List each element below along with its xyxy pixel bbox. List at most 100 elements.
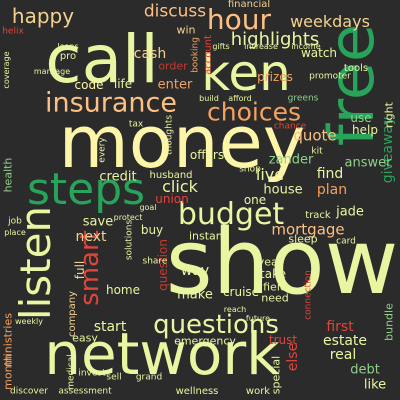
word-cruise: cruise (222, 285, 260, 299)
word-choices: choices (207, 97, 301, 127)
word-real: real (329, 347, 357, 363)
word-live: live (255, 165, 285, 184)
word-grand: grand (135, 372, 163, 383)
word-next: next (75, 229, 107, 245)
word-month: month (1, 354, 15, 390)
word-jade: jade (336, 204, 364, 220)
word-buy: buy (140, 223, 164, 237)
word-work: work (245, 386, 271, 397)
word-start: start (93, 319, 127, 335)
word-husband: husband (149, 170, 193, 181)
word-use: use (350, 111, 372, 125)
word-code: code (74, 78, 104, 92)
word-health: health (1, 157, 15, 193)
word-one: one (243, 193, 267, 207)
word-instant: instant (188, 229, 228, 243)
word-weekly: weekly (15, 317, 43, 326)
word-like: like (363, 377, 387, 393)
word-medical: medical (66, 354, 77, 390)
word-network: network (44, 320, 280, 388)
word-money: money (58, 100, 306, 184)
word-ken: ken (201, 44, 291, 102)
word-chance: chance (273, 121, 307, 132)
word-thoughts: thoughts (164, 114, 175, 156)
word-weekdays: weekdays (290, 12, 370, 31)
word-credit: credit (99, 169, 137, 185)
word-goal: goal (139, 203, 157, 212)
word-special: special (269, 355, 283, 395)
word-highlights: highlights (230, 29, 320, 50)
word-order: order (158, 59, 188, 73)
word-mortgage: mortgage (271, 220, 345, 239)
word-field: field (263, 280, 287, 294)
word-discuss: discuss (143, 1, 207, 22)
word-build: build (199, 94, 219, 103)
word-helix: helix (2, 26, 24, 37)
word-marriage: marriage (33, 67, 71, 76)
word-easy: easy (72, 331, 98, 345)
word-booking: booking (190, 37, 201, 73)
word-win: win (176, 23, 196, 37)
word-right: right (382, 102, 396, 128)
word-share: share (142, 256, 168, 267)
word-questions: questions (153, 310, 279, 340)
word-way: way (180, 263, 210, 279)
word-company: company (67, 290, 78, 338)
word-enter: enter (157, 77, 193, 93)
word-find: find (316, 166, 344, 182)
word-loans: loans (57, 42, 79, 51)
word-estate: estate (322, 333, 368, 349)
word-save: save (82, 214, 114, 230)
word-every: every (97, 137, 108, 163)
word-quote: quote (293, 126, 337, 145)
word-show: show (165, 210, 399, 315)
word-answer: answer (344, 155, 392, 171)
word-afford: afford (228, 94, 252, 103)
word-wellness: wellness (175, 386, 219, 397)
word-track: track (305, 210, 331, 221)
word-happy: happy (11, 4, 75, 28)
word-reach: reach (223, 305, 247, 314)
word-house: house (263, 182, 303, 198)
word-home: home (105, 283, 141, 297)
word-else: else (285, 342, 301, 372)
word-budget: budget (177, 197, 285, 232)
word-invest: invest (78, 368, 106, 379)
word-future: future (245, 314, 271, 323)
word-debt: debt (350, 362, 380, 378)
word-call: call (45, 21, 159, 98)
word-sleep: sleep (288, 232, 318, 246)
word-full: full (73, 260, 87, 280)
word-life: life (113, 77, 133, 91)
word-protect: protect (113, 213, 143, 222)
word-insurance: insurance (44, 87, 178, 119)
word-discover: discover (10, 386, 48, 397)
word-emergency: emergency (174, 334, 236, 348)
word-increase: increase (244, 42, 278, 51)
word-solutions: solutions (124, 219, 135, 261)
word-year: year (257, 255, 283, 269)
word-tax: tax (128, 119, 144, 130)
word-make: make (177, 287, 213, 303)
word-greens: greens (287, 93, 319, 104)
word-assessment: assessment (58, 386, 112, 397)
word-coverage: coverage (2, 51, 11, 89)
word-offers: offers (189, 148, 225, 162)
word-take: take (260, 267, 286, 281)
word-job: job (8, 216, 22, 227)
word-plan: plan (316, 182, 348, 198)
word-sell: sell (106, 372, 122, 383)
word-promoter: promoter (309, 71, 351, 82)
word-gifts: gifts (212, 42, 230, 51)
word-need: need (261, 291, 289, 305)
word-first: first (326, 319, 354, 335)
word-card: card (336, 236, 356, 247)
word-bundle: bundle (382, 303, 396, 341)
word-steps: steps (26, 164, 146, 215)
word-prizes: prizes (257, 70, 293, 84)
word-trust: trust (268, 333, 298, 347)
word-financial: financial (227, 0, 271, 10)
word-tools: tools (343, 63, 369, 74)
word-help: help (352, 123, 378, 137)
